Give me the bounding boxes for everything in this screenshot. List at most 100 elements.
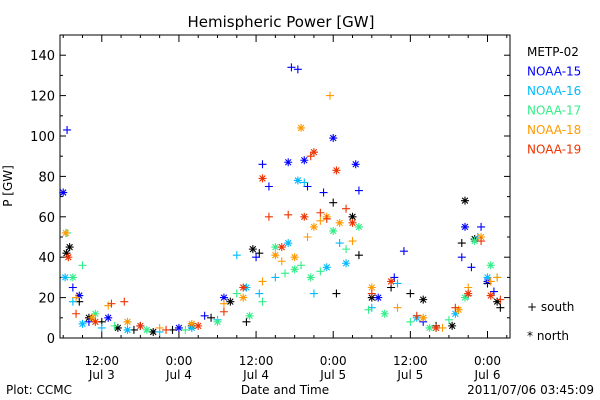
north-marker — [477, 233, 486, 241]
x-tick-date: Jul 4 — [165, 368, 192, 382]
y-tick-label: 100 — [30, 130, 55, 145]
north-marker — [123, 317, 132, 326]
south-marker — [493, 273, 502, 282]
marker-key-south: + south — [527, 300, 574, 314]
north-marker — [300, 212, 309, 221]
south-marker — [110, 321, 119, 330]
south-marker — [342, 245, 351, 254]
north-marker — [245, 311, 254, 320]
north-marker — [113, 323, 122, 332]
x-tick-date: Jul 3 — [88, 368, 115, 382]
y-tick-label: 120 — [30, 90, 55, 105]
north-marker — [332, 166, 341, 175]
north-marker — [335, 218, 344, 227]
north-marker — [219, 293, 228, 302]
north-marker — [309, 222, 318, 231]
north-marker — [91, 317, 100, 326]
north-marker — [284, 158, 293, 167]
north-marker — [432, 323, 441, 332]
south-marker — [97, 323, 106, 332]
north-marker — [68, 273, 77, 282]
north-marker — [187, 319, 196, 328]
north-marker — [258, 174, 267, 183]
south-marker — [300, 178, 309, 187]
south-marker — [322, 214, 331, 223]
x-axis-label: Date and Time — [241, 383, 329, 397]
south-marker — [258, 277, 267, 286]
south-marker — [68, 297, 77, 306]
south-marker — [477, 237, 486, 246]
x-tick-time: 0:00 — [320, 354, 347, 368]
legend-entry-noaa-19: NOAA-19 — [527, 143, 581, 157]
north-marker — [239, 293, 248, 302]
north-marker — [486, 261, 495, 270]
south-marker — [242, 317, 251, 326]
north-marker — [470, 237, 479, 246]
south-marker — [319, 188, 328, 197]
chart-title: Hemispheric Power [GW] — [188, 13, 375, 31]
south-marker — [181, 325, 190, 334]
north-marker — [226, 297, 235, 306]
marker-key: + south * north — [527, 300, 574, 343]
south-marker — [219, 299, 228, 308]
series-noaa-15 — [59, 63, 498, 332]
south-marker — [367, 289, 376, 298]
north-marker — [354, 222, 363, 231]
south-marker — [264, 212, 273, 221]
south-marker — [316, 208, 325, 217]
south-marker — [457, 253, 466, 262]
south-marker — [354, 186, 363, 195]
north-marker — [451, 309, 460, 318]
south-marker — [284, 210, 293, 219]
legend-entry-noaa-18: NOAA-18 — [527, 123, 581, 137]
x-tick-date: Jul 6 — [474, 368, 501, 382]
south-marker — [271, 273, 280, 282]
north-marker — [65, 243, 74, 252]
south-marker — [348, 237, 357, 246]
south-marker — [63, 125, 72, 134]
south-marker — [390, 273, 399, 282]
north-marker — [142, 325, 151, 334]
north-marker — [419, 313, 428, 322]
south-marker — [200, 311, 209, 320]
north-marker — [61, 273, 70, 282]
south-marker — [335, 239, 344, 248]
north-marker — [486, 291, 495, 300]
y-tick-label: 20 — [38, 292, 55, 307]
north-marker — [367, 293, 376, 302]
south-marker — [393, 303, 402, 312]
north-marker — [425, 323, 434, 332]
north-marker — [290, 253, 299, 262]
south-marker — [293, 65, 302, 74]
legend: METP-02 NOAA-15 NOAA-16 NOAA-17 NOAA-18 NOAA-… — [527, 45, 581, 157]
south-marker — [489, 287, 498, 296]
north-marker — [174, 323, 183, 332]
north-marker — [104, 313, 113, 322]
south-marker — [252, 253, 261, 262]
legend-entry-noaa-17: NOAA-17 — [527, 104, 581, 118]
north-marker — [62, 249, 71, 258]
north-marker — [78, 319, 87, 328]
x-tick-time: 0:00 — [165, 354, 192, 368]
south-marker — [451, 303, 460, 312]
north-marker — [387, 277, 396, 286]
south-marker — [72, 293, 81, 302]
north-marker — [293, 176, 302, 185]
north-marker — [213, 317, 222, 326]
south-marker — [316, 267, 325, 276]
north-marker — [187, 323, 196, 332]
series-noaa-19 — [64, 148, 505, 334]
south-marker — [354, 251, 363, 260]
south-marker — [72, 309, 81, 318]
series-noaa-17 — [63, 222, 502, 334]
x-tick-time: 12:00 — [84, 354, 119, 368]
south-marker — [287, 63, 296, 72]
north-marker — [59, 188, 68, 197]
y-axis: 0 20 40 60 80 100 120 140 — [30, 49, 510, 347]
south-marker — [120, 297, 129, 306]
y-tick-label: 80 — [38, 170, 55, 185]
footer-plot-source: Plot: CCMC — [6, 383, 72, 397]
south-marker — [496, 295, 505, 304]
north-marker — [374, 293, 383, 302]
